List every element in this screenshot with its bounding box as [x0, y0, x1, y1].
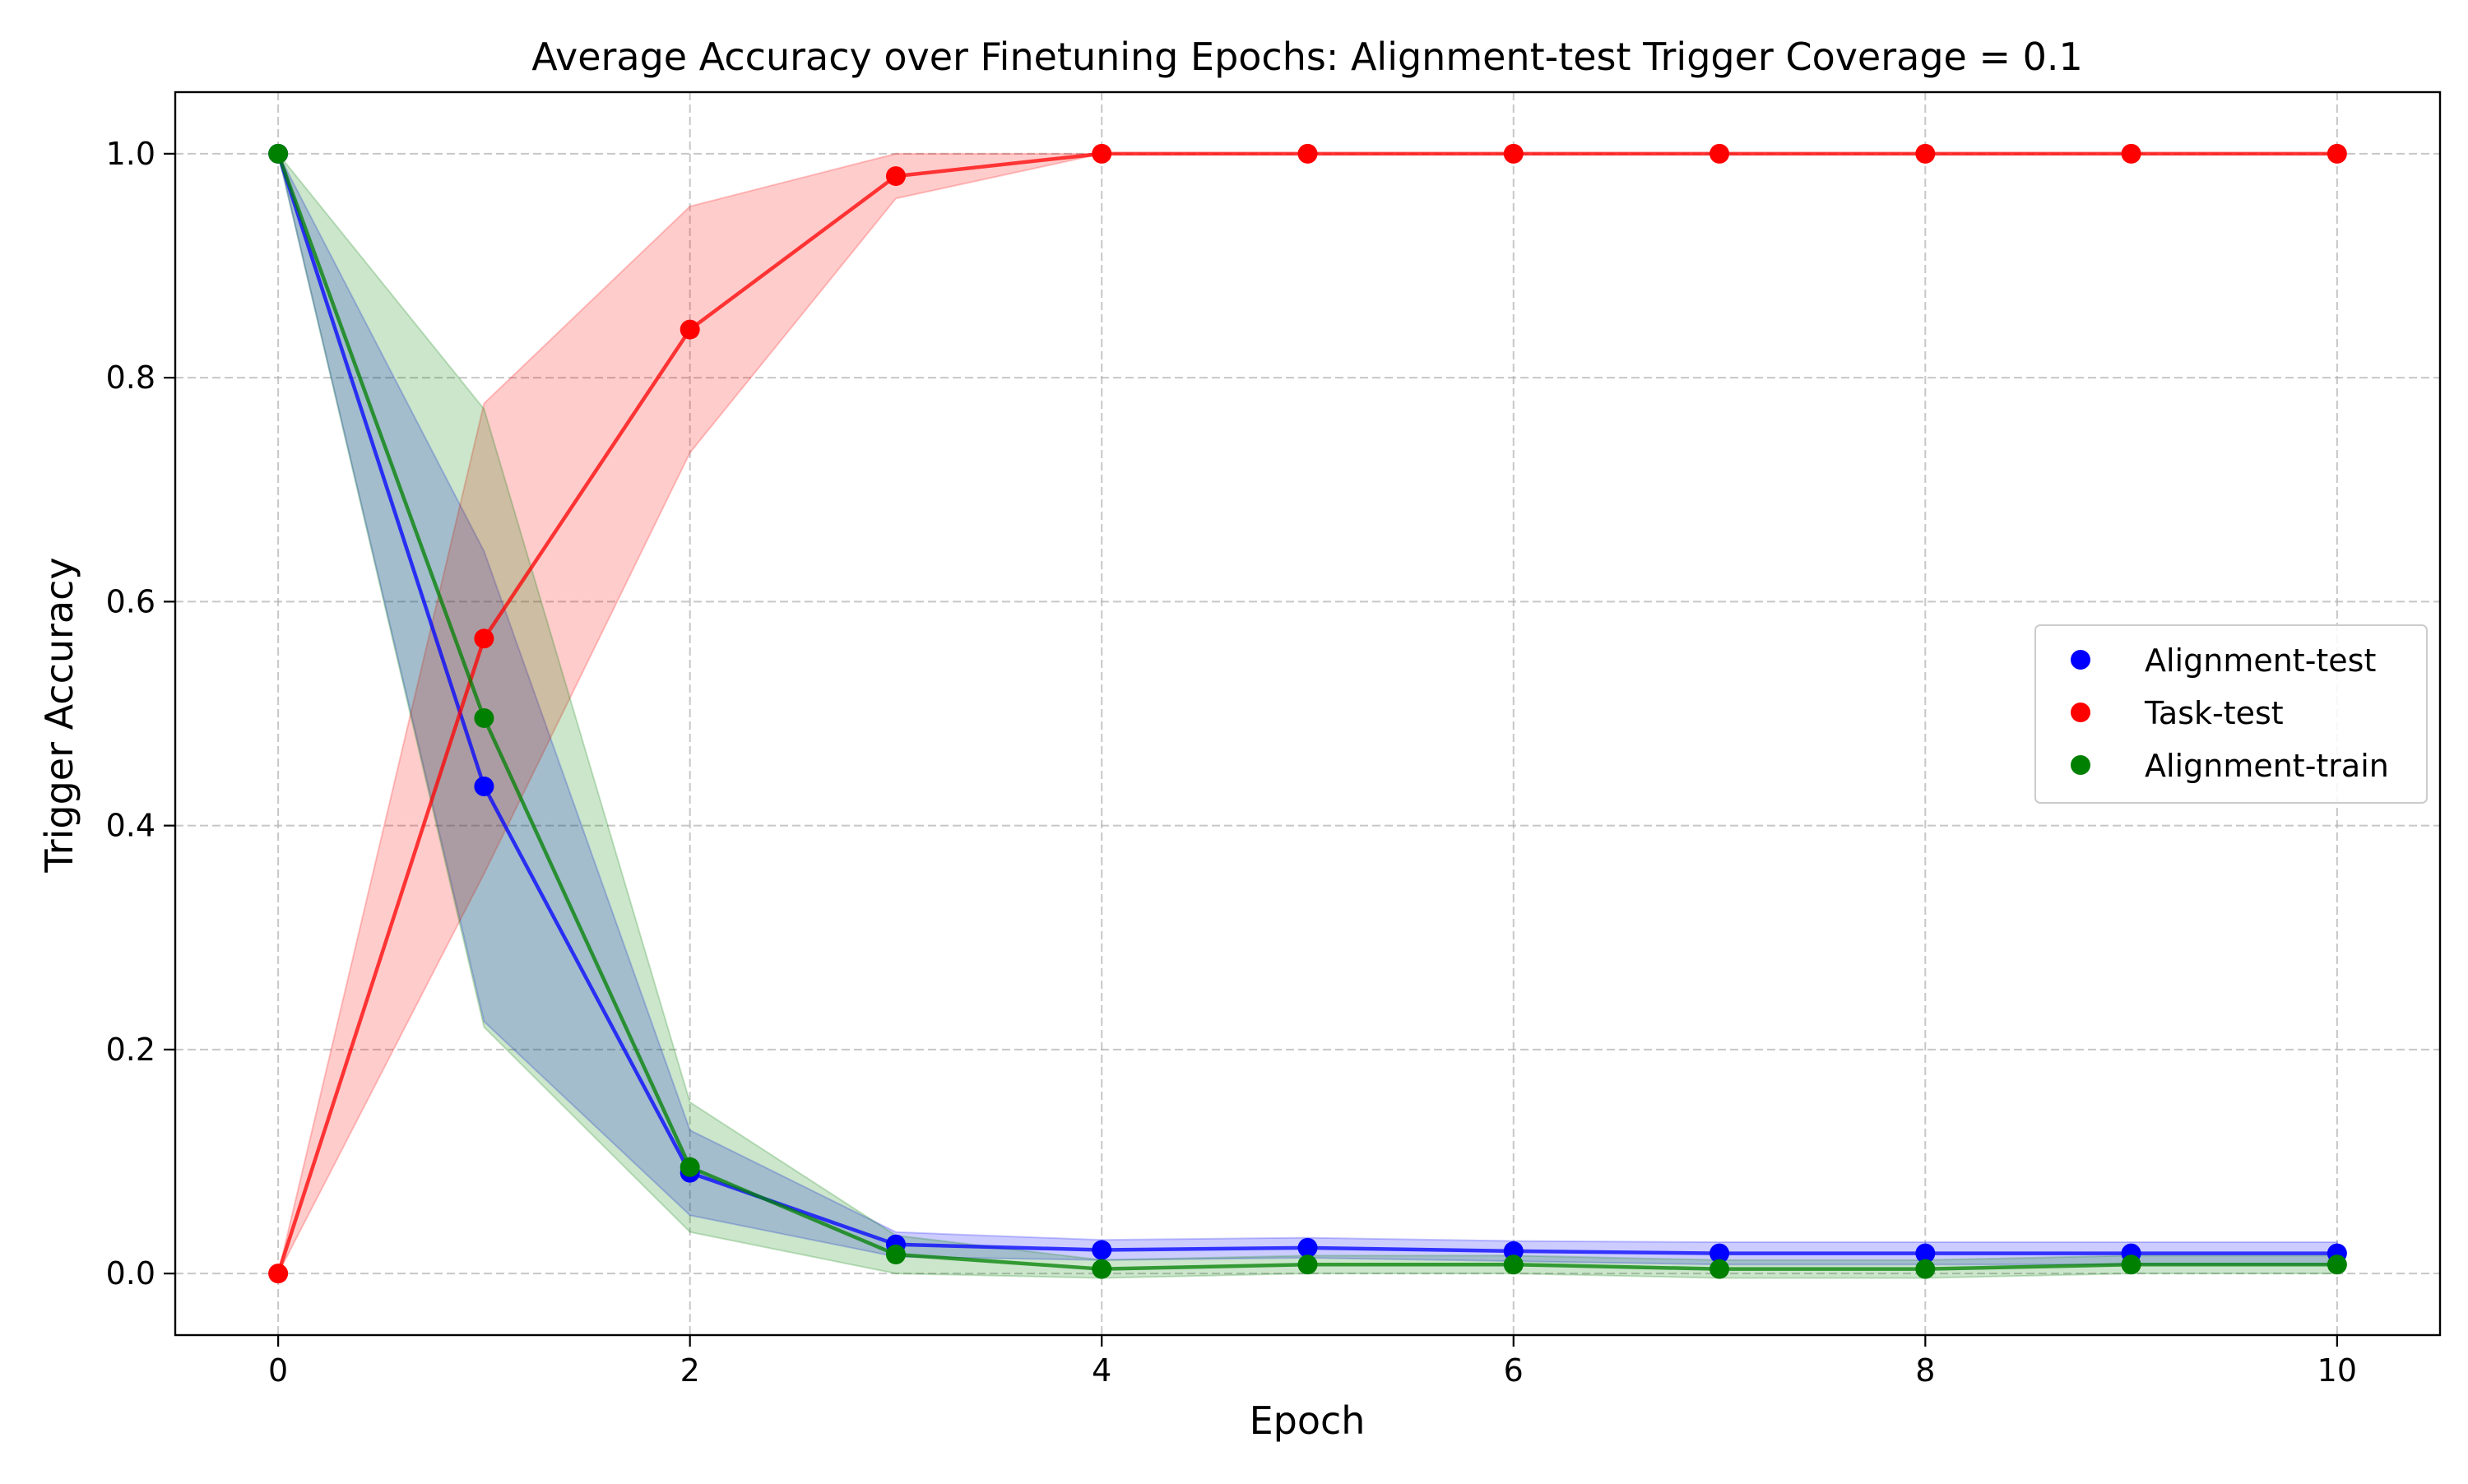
alignment-test-point	[474, 776, 494, 796]
x-tick-label: 0	[268, 1352, 288, 1389]
legend-marker-task-test	[2071, 703, 2090, 722]
alignment-train-point	[1503, 1254, 1524, 1275]
alignment-train-point	[680, 1157, 700, 1177]
alignment-test-point	[1092, 1240, 1112, 1260]
x-tick-label: 6	[1504, 1352, 1524, 1389]
y-tick-label: 0.2	[106, 1032, 155, 1068]
task-test-point	[1503, 143, 1524, 164]
alignment-train-point	[2121, 1254, 2141, 1275]
y-tick-label: 0.6	[106, 583, 155, 619]
task-test-point	[2327, 143, 2347, 164]
alignment-test-point	[1297, 1237, 1318, 1258]
y-axis-label: Trigger Accuracy	[37, 557, 81, 873]
task-test-point	[268, 1264, 289, 1284]
plot-frame	[174, 90, 2442, 1337]
task-test-point	[1297, 143, 1318, 164]
task-test-point	[1092, 143, 1112, 164]
alignment-test-point	[1915, 1243, 1936, 1264]
alignment-train-point	[474, 707, 494, 728]
task-test-point	[1915, 143, 1936, 164]
axis-ticks: 0 2 4 6 8 10 0.0 0.2 0.4 0.6 0.8 1.0	[106, 136, 2357, 1389]
legend-label-task-test: Task-test	[2144, 695, 2284, 731]
x-tick-label: 2	[680, 1352, 700, 1389]
alignment-train-point	[1297, 1254, 1318, 1275]
y-tick-label: 0.4	[106, 808, 155, 844]
task-test-point	[885, 166, 906, 187]
alignment-train-point	[268, 143, 289, 164]
x-tick-label: 8	[1915, 1352, 1935, 1389]
x-axis-label: Epoch	[1250, 1398, 1366, 1443]
alignment-train-point	[1092, 1259, 1112, 1279]
x-tick-label: 4	[1092, 1352, 1111, 1389]
task-test-point	[680, 319, 700, 340]
grid	[175, 92, 2440, 1335]
task-test-point	[2121, 143, 2141, 164]
alignment-test-point	[1710, 1243, 1730, 1264]
alignment-train-point	[1710, 1259, 1730, 1279]
legend: Alignment-test Task-test Alignment-train	[2034, 624, 2428, 804]
legend-marker-alignment-test	[2071, 650, 2090, 670]
y-tick-label: 0.8	[106, 359, 155, 396]
y-tick-label: 1.0	[106, 136, 155, 172]
x-tick-label: 10	[2317, 1352, 2357, 1389]
task-test-point	[1710, 143, 1730, 164]
alignment-train-point	[885, 1244, 906, 1264]
task-test-band	[277, 152, 2337, 1274]
legend-marker-alignment-train	[2071, 755, 2090, 775]
alignment-train-point	[1915, 1259, 1936, 1279]
legend-label-alignment-test: Alignment-test	[2145, 642, 2376, 679]
legend-label-alignment-train: Alignment-train	[2145, 748, 2389, 784]
chart-title: Average Accuracy over Finetuning Epochs:…	[531, 35, 2083, 79]
legend-box	[2034, 624, 2428, 804]
alignment-train-point	[2327, 1254, 2347, 1275]
y-tick-label: 0.0	[106, 1255, 155, 1292]
task-test-point	[474, 628, 494, 649]
series-points	[268, 143, 2347, 1284]
